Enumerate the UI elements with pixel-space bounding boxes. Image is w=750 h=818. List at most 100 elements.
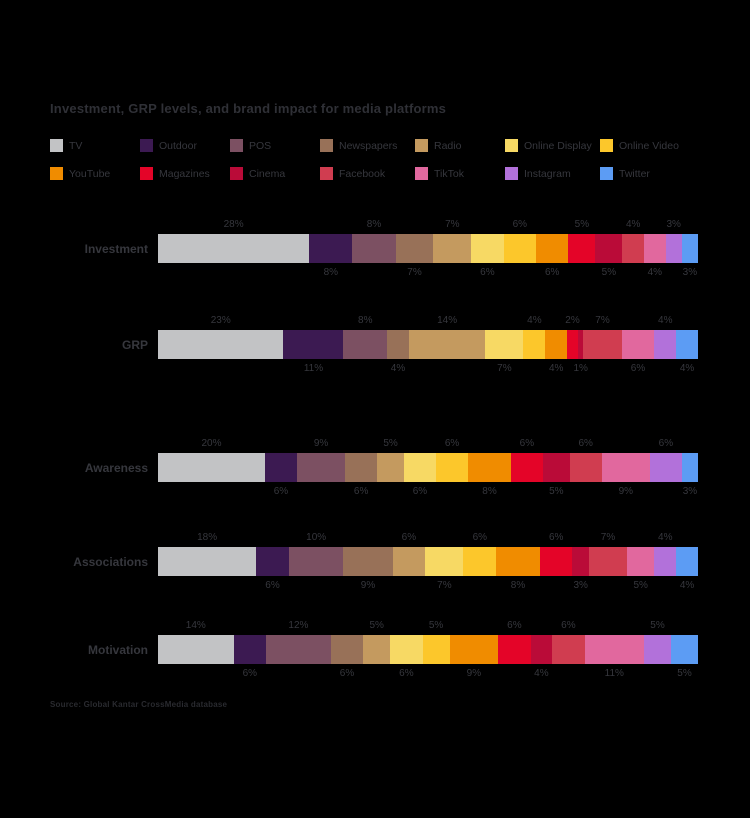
segment-value-label: 4% — [658, 532, 673, 543]
chart-row-associations: Associations 18% 6% 10% 9% 6% 7% 6% 8% 6% 3% 7% 5% 4%… — [50, 531, 698, 592]
legend-swatch-facebook — [320, 167, 333, 180]
bar-segment-newspapers — [395, 234, 434, 263]
segment-value-label: 7% — [445, 219, 460, 230]
segment-value-label: 9% — [360, 580, 376, 591]
bar-segment-pos — [297, 453, 346, 482]
bar-segment-twitter — [670, 635, 698, 664]
bar-segment-youtube — [496, 547, 540, 576]
segment-value-label: 4% — [390, 363, 406, 374]
chart-row-grp: GRP 23% 11% 8% 4% 14% 7% 4% 4% 2% 1% 7% 6% 4% 4% — [50, 314, 698, 375]
bar-segment-tiktok — [584, 635, 644, 664]
legend-label: Instagram — [524, 167, 571, 180]
legend-swatch-cinema — [230, 167, 243, 180]
segment-value-label: 14% — [437, 315, 458, 326]
segment-value-label: 12% — [288, 620, 309, 631]
bar-segment-radio — [392, 547, 426, 576]
legend-swatch-pos — [230, 139, 243, 152]
bar-segment-magazines — [539, 547, 573, 576]
legend-item-cinema: Cinema — [230, 167, 320, 180]
bar-segment-magazines — [498, 635, 531, 664]
legend-label: Online Display — [524, 139, 592, 152]
legend-label: Facebook — [339, 167, 386, 180]
bar-area: 23% 11% 8% 4% 14% 7% 4% 4% 2% 1% 7% 6% 4% 4% — [158, 314, 698, 375]
segment-value-label: 6% — [578, 438, 593, 449]
segment-value-label: 7% — [407, 267, 422, 278]
chart-title: Investment, GRP levels, and brand impact… — [50, 101, 447, 116]
bar-segment-radio — [408, 330, 486, 359]
bar-segment-outdoor — [264, 453, 297, 482]
segment-value-label: 6% — [444, 438, 460, 449]
bar-area: 18% 6% 10% 9% 6% 7% 6% 8% 6% 3% 7% 5% 4% 4% — [158, 531, 698, 592]
segment-value-label: 5% — [549, 486, 564, 497]
legend-item-twitter: Twitter — [600, 167, 700, 180]
bar-segment-newspapers — [343, 547, 393, 576]
bar-segment-cinema — [577, 330, 584, 359]
segment-value-label: 5% — [650, 620, 665, 631]
bar-segment-newspapers — [387, 330, 409, 359]
segment-value-label: 4% — [527, 315, 542, 326]
legend-item-outdoor: Outdoor — [140, 139, 230, 152]
bar-segment-magazines — [510, 453, 543, 482]
segment-value-label: 6% — [399, 668, 414, 679]
legend-label: Outdoor — [159, 139, 197, 152]
bar-segment-pos — [343, 330, 388, 359]
bar-segment-youtube — [468, 453, 511, 482]
bar-segment-twitter — [676, 547, 698, 576]
bar-area: 14% 6% 12% 6% 5% 6% 5% 9% 6% 4% 6% 11% 5% 5% — [158, 619, 698, 680]
bar-segment-outdoor — [309, 234, 353, 263]
segment-value-label: 6% — [480, 267, 495, 278]
segment-value-label: 6% — [507, 620, 522, 631]
segment-value-label: 4% — [548, 363, 564, 374]
bar-segment-tv — [158, 547, 257, 576]
chart-row-investment: Investment 28% 8% 8% 7% 7% 6% 6% 6% 5% 5% 4% 4% 3% 3% — [50, 218, 698, 279]
segment-value-label: 6% — [548, 532, 564, 543]
bar-segment-radio — [377, 453, 404, 482]
bar-segment-instagram — [654, 547, 677, 576]
bar-segment-tv — [158, 635, 234, 664]
segment-value-label: 6% — [273, 486, 289, 497]
bar-segment-youtube — [535, 234, 569, 263]
legend-item-instagram: Instagram — [505, 167, 600, 180]
bar-segment-tv — [158, 453, 265, 482]
segment-value-label: 5% — [383, 438, 398, 449]
segment-value-label: 3% — [573, 580, 588, 591]
row-label: Awareness — [84, 460, 148, 475]
segment-value-label: 7% — [595, 315, 610, 326]
segment-value-label: 6% — [401, 532, 417, 543]
bar-segment-facebook — [583, 330, 622, 359]
segment-value-label: 14% — [185, 620, 206, 631]
segment-value-label: 10% — [306, 532, 327, 543]
segment-value-label: 6% — [353, 486, 369, 497]
bar-segment-twitter — [681, 234, 698, 263]
bar-segment-youtube — [545, 330, 568, 359]
stacked-bar-chart: Investment 28% 8% 8% 7% 7% 6% 6% 6% 5% 5% 4% 4% 3% 3% G… — [50, 218, 698, 680]
segment-value-label: 5% — [677, 668, 692, 679]
segment-value-label: 7% — [600, 532, 616, 543]
bar-segment-radio — [363, 635, 391, 664]
segment-value-label: 8% — [366, 219, 382, 230]
segment-value-label: 6% — [561, 620, 576, 631]
bar-segment-cinema — [542, 453, 570, 482]
bar-segment-online-display — [390, 635, 423, 664]
segment-value-label: 4% — [625, 219, 641, 230]
segment-value-label: 6% — [412, 486, 428, 497]
legend-swatch-youtube — [50, 167, 63, 180]
legend-swatch-outdoor — [140, 139, 153, 152]
segment-value-label: 6% — [544, 267, 560, 278]
legend-label: Online Video — [619, 139, 679, 152]
bar-segment-tiktok — [643, 234, 666, 263]
segment-value-label: 8% — [358, 315, 373, 326]
bar-segment-magazines — [567, 330, 578, 359]
bar-segment-pos — [265, 635, 331, 664]
segment-value-label: 3% — [682, 267, 698, 278]
bar-segment-tiktok — [626, 547, 655, 576]
segment-value-label: 8% — [482, 486, 497, 497]
source-note: Source: Global Kantar CrossMedia databas… — [50, 700, 228, 709]
legend-swatch-online-video — [600, 139, 613, 152]
bar-segment-cinema — [572, 547, 589, 576]
row-label: GRP — [121, 337, 148, 352]
segment-value-label: 4% — [647, 267, 663, 278]
segment-value-label: 3% — [682, 486, 698, 497]
bar-segment-facebook — [588, 547, 627, 576]
bar-segment-online-display — [471, 234, 504, 263]
